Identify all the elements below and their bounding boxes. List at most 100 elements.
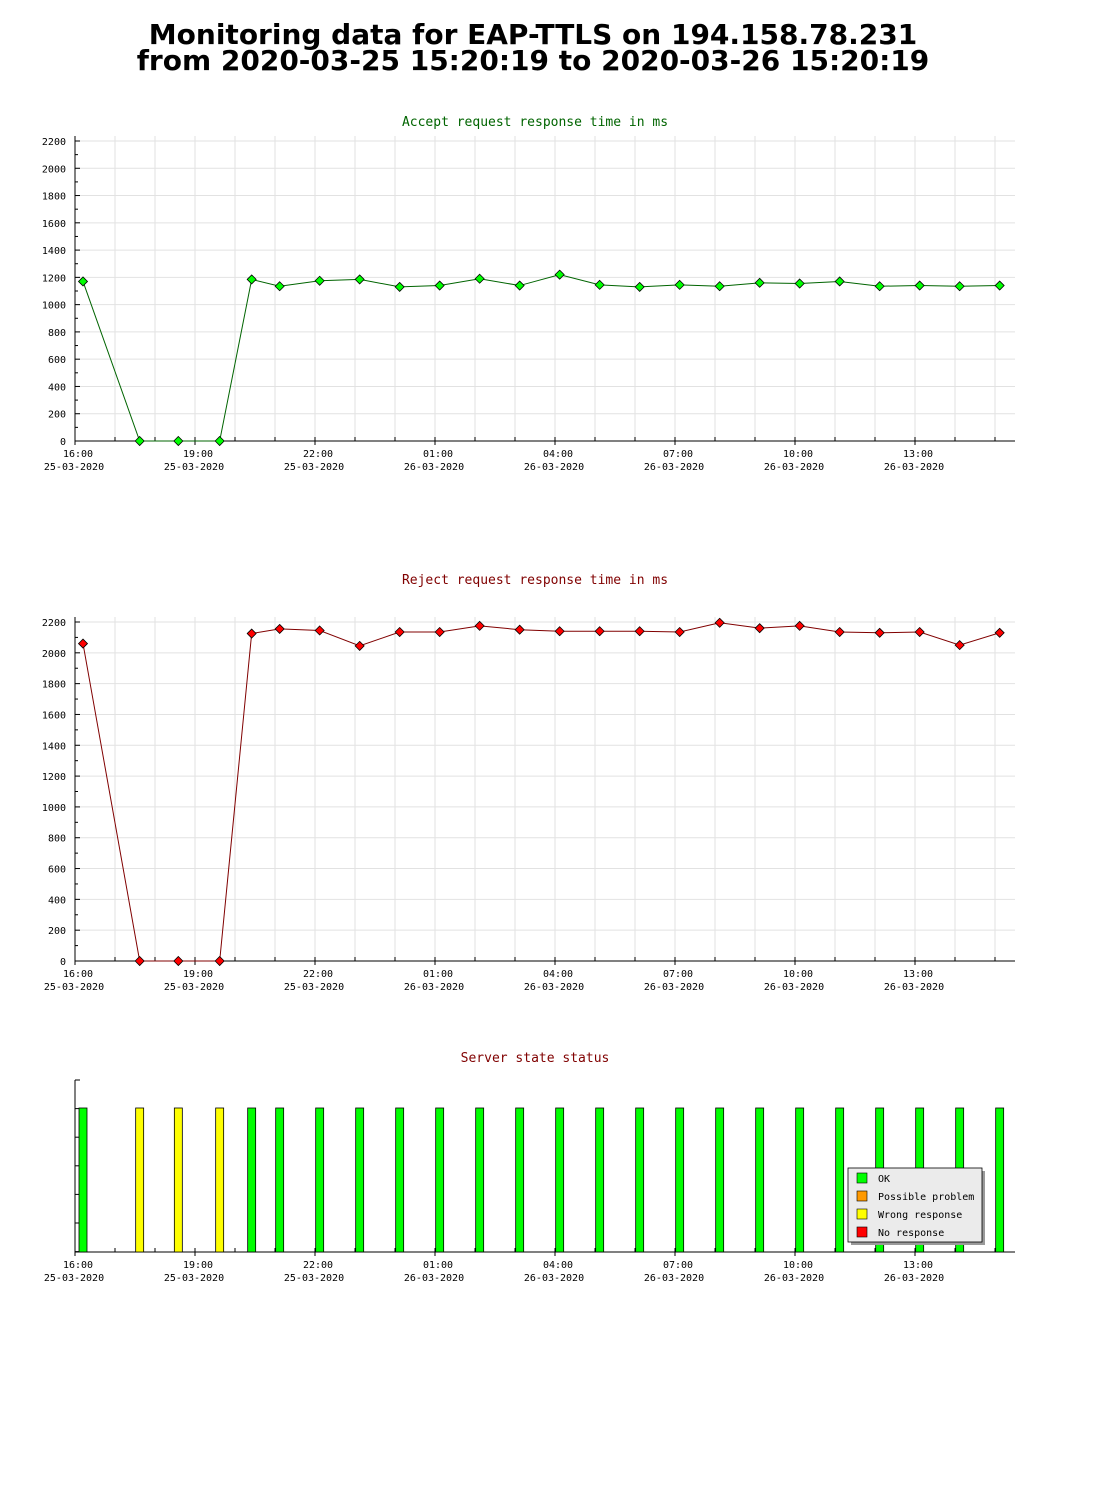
data-point	[634, 626, 645, 637]
data-point	[954, 281, 965, 292]
data-point	[754, 623, 765, 634]
page-title-line-1: Monitoring data for EAP-TTLS on 194.158.…	[148, 18, 918, 51]
data-point	[674, 279, 685, 290]
x-tick-date: 25-03-2020	[284, 462, 344, 473]
x-tick-date: 26-03-2020	[524, 462, 584, 473]
y-tick-label: 1800	[42, 192, 66, 203]
y-tick-label: 1600	[42, 219, 66, 230]
x-tick-date: 25-03-2020	[284, 982, 344, 993]
data-point	[314, 275, 325, 286]
x-tick-time: 10:00	[783, 1260, 813, 1271]
data-point	[514, 624, 525, 635]
legend-label: Wrong response	[878, 1210, 962, 1221]
status-bar	[275, 1107, 285, 1253]
x-tick-time: 19:00	[183, 1260, 213, 1271]
series-line	[82, 622, 1000, 962]
data-point	[914, 626, 925, 638]
data-point	[994, 627, 1005, 638]
status-bar	[995, 1107, 1005, 1253]
status-bar	[315, 1107, 325, 1253]
x-tick-time: 01:00	[423, 969, 453, 980]
data-point	[434, 280, 445, 291]
data-point	[474, 620, 485, 631]
legend-label: OK	[878, 1174, 890, 1185]
x-tick-time: 22:00	[303, 449, 333, 460]
x-tick-time: 04:00	[543, 969, 573, 980]
x-tick-date: 25-03-2020	[164, 462, 224, 473]
x-tick-date: 25-03-2020	[284, 1273, 344, 1284]
data-point	[754, 277, 765, 288]
y-tick-label: 1000	[42, 301, 66, 312]
x-tick-date: 26-03-2020	[404, 982, 464, 993]
y-tick-label: 600	[48, 865, 66, 876]
x-tick-date: 26-03-2020	[884, 1273, 944, 1284]
data-point	[77, 638, 89, 649]
status-bar	[835, 1107, 845, 1253]
chart-title: Server state status	[461, 1051, 610, 1066]
legend-swatch	[856, 1226, 868, 1238]
x-tick-time: 19:00	[183, 449, 213, 460]
legend-swatch	[856, 1190, 868, 1202]
data-point	[394, 626, 405, 638]
status-bar	[247, 1107, 257, 1253]
status-bar	[475, 1107, 485, 1253]
x-tick-date: 26-03-2020	[404, 1273, 464, 1284]
status-bar	[435, 1107, 445, 1253]
y-tick-label: 0	[60, 957, 66, 968]
legend-box	[847, 1167, 983, 1243]
status-bar	[595, 1107, 605, 1253]
accept-response-time-chart: Accept request response time in ms 0 200 40…	[42, 115, 1015, 473]
data-point	[834, 276, 845, 287]
data-point	[274, 281, 285, 292]
data-point	[214, 955, 225, 967]
x-tick-date: 25-03-2020	[44, 1273, 104, 1284]
data-point	[674, 626, 685, 638]
x-tick-time: 16:00	[63, 1260, 93, 1271]
legend-swatch	[856, 1208, 868, 1220]
x-tick-time: 07:00	[663, 449, 693, 460]
data-point	[246, 628, 257, 639]
x-tick-date: 26-03-2020	[644, 462, 704, 473]
y-tick-label: 2000	[42, 649, 66, 660]
data-point	[994, 280, 1005, 291]
x-tick-time: 01:00	[423, 1260, 453, 1271]
data-point	[474, 273, 485, 284]
x-tick-date: 25-03-2020	[44, 982, 104, 993]
y-tick-label: 1200	[42, 273, 66, 284]
x-tick-time: 16:00	[63, 449, 93, 460]
x-tick-time: 07:00	[663, 969, 693, 980]
status-bar	[675, 1107, 685, 1253]
x-tick-time: 13:00	[903, 1260, 933, 1271]
data-point	[354, 640, 365, 651]
chart-title: Reject request response time in ms	[402, 573, 668, 588]
server-state-status-chart: Server state status 16:00 25-03-2020 19:00 2…	[44, 1051, 1015, 1284]
data-point	[134, 435, 145, 447]
legend-label: No response	[878, 1228, 944, 1239]
page-title: Monitoring data for EAP-TTLS on 194.158.…	[0, 18, 1066, 75]
data-point	[274, 623, 285, 634]
data-point	[794, 278, 805, 289]
data-point	[714, 281, 725, 292]
x-tick-time: 13:00	[903, 969, 933, 980]
data-point	[634, 281, 645, 292]
status-bar	[355, 1107, 365, 1253]
y-tick-label: 2200	[42, 137, 66, 148]
data-point	[554, 269, 565, 280]
x-tick-date: 26-03-2020	[764, 462, 824, 473]
data-point	[554, 626, 565, 637]
data-point	[874, 627, 885, 638]
x-tick-time: 13:00	[903, 449, 933, 460]
status-bar	[78, 1107, 88, 1253]
x-tick-time: 10:00	[783, 969, 813, 980]
x-tick-date: 26-03-2020	[524, 1273, 584, 1284]
y-tick-label: 800	[48, 834, 66, 845]
y-tick-label: 2000	[42, 164, 66, 175]
data-point	[514, 280, 525, 291]
status-bar	[135, 1107, 145, 1253]
y-tick-label: 1200	[42, 772, 66, 783]
data-point	[314, 625, 325, 636]
status-bar	[515, 1107, 525, 1253]
y-tick-label: 0	[60, 437, 66, 448]
legend-label: Possible problem	[878, 1192, 974, 1203]
status-bar	[715, 1107, 725, 1253]
